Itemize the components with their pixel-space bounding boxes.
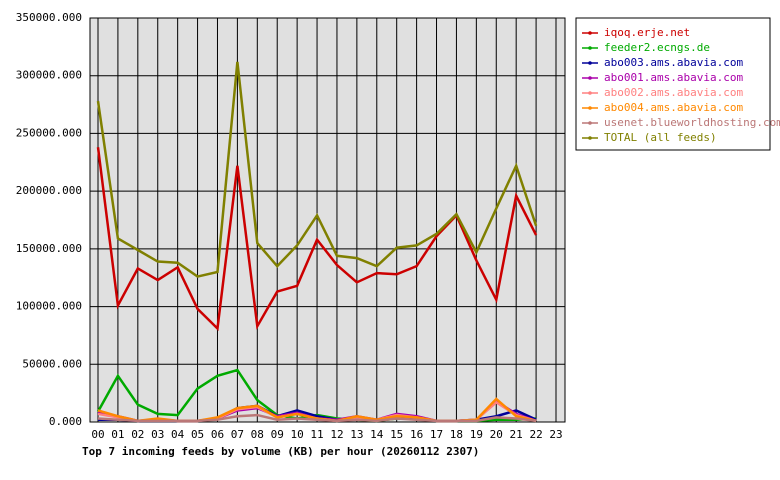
legend-marker — [588, 91, 592, 95]
legend-box — [575, 17, 771, 151]
legend-marker — [588, 136, 592, 140]
legend-marker — [588, 106, 592, 110]
y-tick-label: 350000.000 — [16, 11, 82, 24]
legend-marker — [588, 121, 592, 125]
legend-label: usenet.blueworldhosting.com — [604, 116, 780, 129]
series-line — [97, 413, 537, 423]
x-tick-label: 03 — [151, 428, 164, 441]
y-tick-label: 0.000 — [49, 415, 82, 428]
x-tick-label: 16 — [410, 428, 423, 441]
x-tick-label: 21 — [510, 428, 523, 441]
legend-label: abo001.ams.abavia.com — [604, 71, 743, 84]
legend-label: abo002.ams.abavia.com — [604, 86, 743, 99]
plot-area — [90, 18, 565, 422]
x-tick-label: 13 — [350, 428, 363, 441]
x-tick-label: 20 — [490, 428, 503, 441]
x-tick-label: 23 — [549, 428, 562, 441]
plot-border — [89, 17, 566, 423]
x-tick-label: 17 — [430, 428, 443, 441]
series-line — [96, 61, 538, 278]
y-tick-label: 100000.000 — [16, 300, 82, 313]
series-line — [96, 147, 538, 332]
x-tick-label: 19 — [470, 428, 483, 441]
x-tick-label: 18 — [450, 428, 463, 441]
legend-marker — [588, 61, 592, 65]
x-tick-label: 02 — [131, 428, 144, 441]
y-tick-label: 50000.000 — [22, 357, 82, 370]
legend-marker — [588, 76, 592, 80]
y-tick-label: 300000.000 — [16, 69, 82, 82]
legend-marker — [588, 31, 592, 35]
x-tick-label: 06 — [211, 428, 224, 441]
x-tick-label: 05 — [191, 428, 204, 441]
x-tick-label: 15 — [390, 428, 403, 441]
legend-marker — [588, 46, 592, 50]
x-tick-label: 07 — [231, 428, 244, 441]
x-tick-label: 12 — [330, 428, 343, 441]
legend-label: abo003.ams.abavia.com — [604, 56, 743, 69]
y-tick-label: 150000.000 — [16, 242, 82, 255]
legend-label: iqoq.erje.net — [604, 26, 690, 39]
x-tick-label: 04 — [171, 428, 185, 441]
x-tick-label: 00 — [91, 428, 104, 441]
y-tick-label: 200000.000 — [16, 184, 82, 197]
y-tick-label: 250000.000 — [16, 126, 82, 139]
x-tick-label: 14 — [370, 428, 384, 441]
x-tick-label: 22 — [529, 428, 542, 441]
x-tick-label: 08 — [251, 428, 264, 441]
chart-title: Top 7 incoming feeds by volume (KB) per … — [82, 445, 479, 458]
legend-label: abo004.ams.abavia.com — [604, 101, 743, 114]
x-tick-label: 10 — [291, 428, 304, 441]
legend-label: TOTAL (all feeds) — [604, 131, 717, 144]
legend-label: feeder2.ecngs.de — [604, 41, 710, 54]
x-tick-label: 09 — [271, 428, 284, 441]
x-tick-label: 11 — [310, 428, 323, 441]
x-tick-label: 01 — [111, 428, 124, 441]
